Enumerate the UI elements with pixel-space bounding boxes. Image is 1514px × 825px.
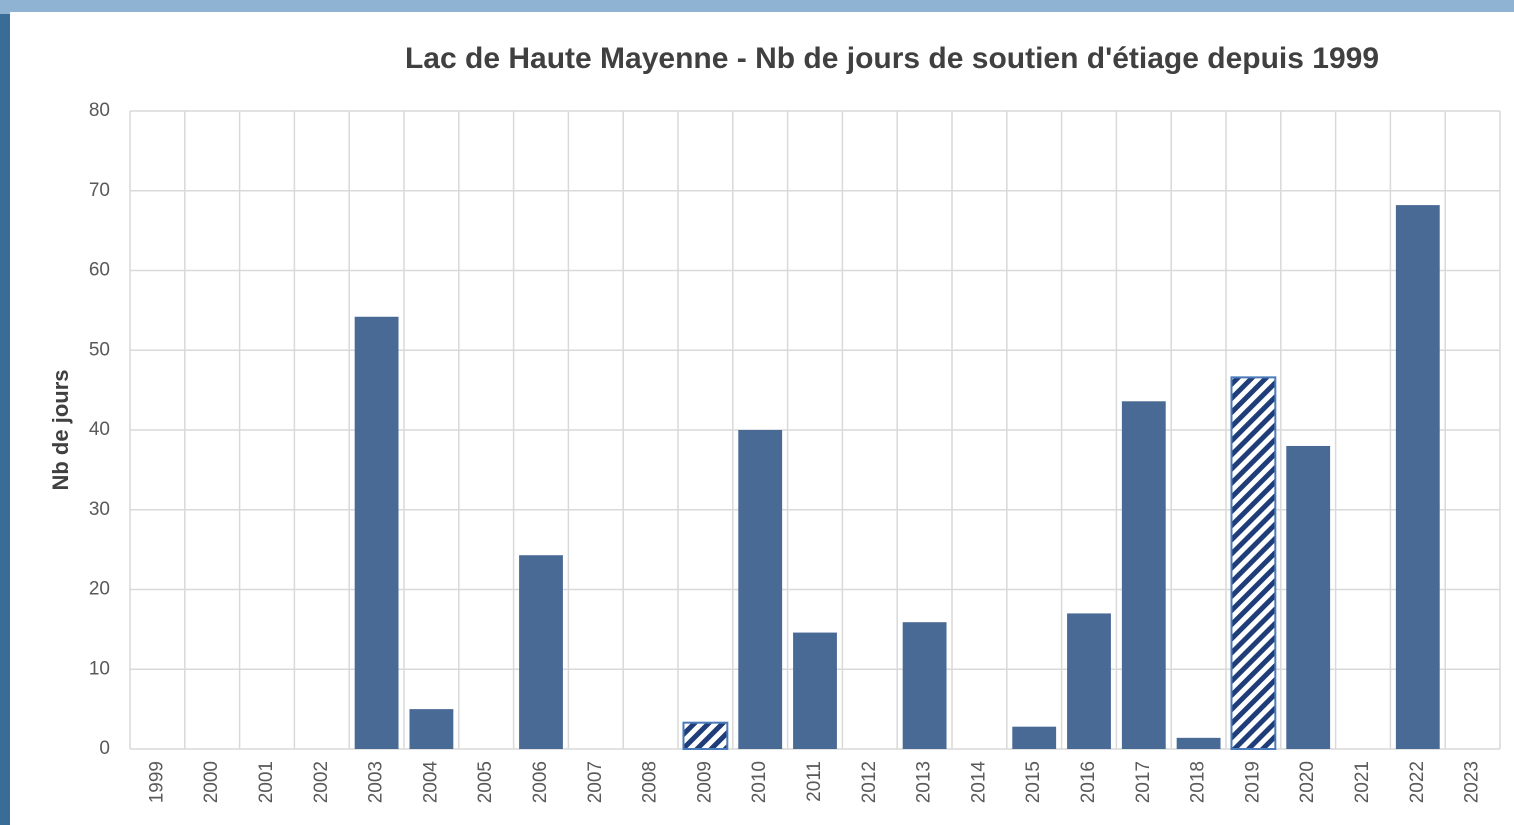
x-tick-label: 2001	[256, 761, 277, 803]
x-tick-label: 2011	[804, 761, 825, 802]
chart: Lac de Haute Mayenne - Nb de jours de so…	[0, 0, 1514, 825]
x-tick-label: 2013	[914, 761, 935, 803]
y-tick-label: 40	[89, 419, 110, 440]
y-tick-label: 80	[89, 100, 110, 121]
x-tick-label: 2014	[968, 761, 989, 804]
x-tick-label: 2006	[530, 761, 551, 803]
x-tick-label: 2018	[1188, 761, 1209, 803]
y-tick-label: 20	[89, 579, 110, 600]
x-tick-label: 1999	[146, 761, 167, 803]
x-tick-label: 2012	[859, 761, 880, 803]
bar	[1286, 446, 1330, 749]
x-tick-label: 2007	[585, 761, 606, 803]
hatched-bar	[1231, 377, 1275, 749]
bar	[1067, 613, 1111, 749]
bar	[903, 622, 947, 749]
y-tick-label: 10	[89, 658, 110, 679]
bar	[1177, 738, 1221, 749]
y-tick-label: 70	[89, 180, 110, 201]
y-tick-label: 0	[99, 738, 110, 759]
background-photo	[0, 0, 1514, 14]
y-axis-label: Nb de jours	[48, 369, 73, 490]
x-tick-label: 2009	[694, 761, 715, 803]
x-tick-label: 2016	[1078, 761, 1099, 803]
y-tick-label: 50	[89, 339, 110, 360]
x-tick-label: 2002	[311, 761, 332, 803]
y-tick-label: 30	[89, 499, 110, 520]
bar	[1012, 727, 1056, 749]
bar	[1396, 205, 1440, 749]
x-tick-label: 2004	[420, 761, 441, 804]
page: Lac de Haute Mayenne - Nb de jours de so…	[0, 0, 1514, 825]
bar	[738, 430, 782, 749]
x-tick-label: 2000	[201, 761, 222, 803]
x-tick-label: 2010	[749, 761, 770, 803]
x-tick-label: 2015	[1023, 761, 1044, 803]
hatched-bar	[683, 723, 727, 749]
bar	[1122, 401, 1166, 749]
chart-title: Lac de Haute Mayenne - Nb de jours de so…	[405, 42, 1379, 75]
x-tick-label: 2003	[366, 761, 387, 803]
x-tick-label: 2021	[1352, 761, 1373, 803]
bar	[409, 709, 453, 749]
bar	[793, 633, 837, 749]
bar	[519, 555, 563, 749]
bar	[355, 317, 399, 749]
x-tick-label: 2008	[640, 761, 661, 803]
y-tick-label: 60	[89, 260, 110, 281]
x-tick-label: 2017	[1133, 761, 1154, 803]
x-tick-label: 2022	[1407, 761, 1428, 803]
x-tick-label: 2005	[475, 761, 496, 803]
x-tick-label: 2023	[1462, 761, 1483, 803]
x-tick-label: 2020	[1297, 761, 1318, 803]
x-tick-label: 2019	[1242, 761, 1263, 803]
